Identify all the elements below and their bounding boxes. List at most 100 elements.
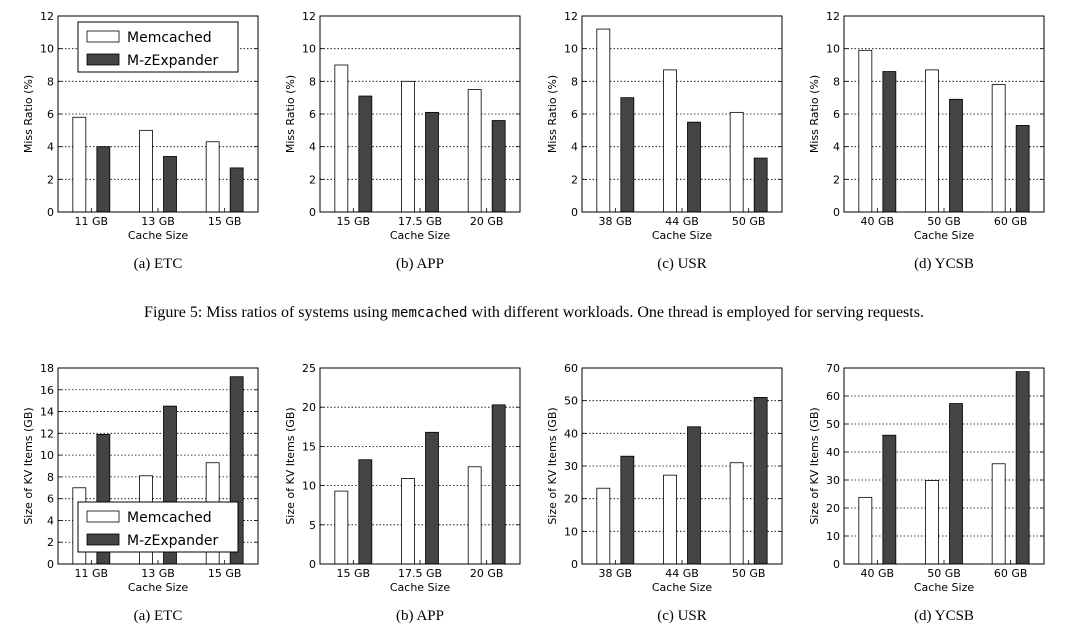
x-tick-label: 11 GB bbox=[75, 567, 109, 580]
x-tick-label: 38 GB bbox=[599, 215, 633, 228]
x-tick-label: 40 GB bbox=[861, 215, 895, 228]
y-axis-label: Size of KV Items (GB) bbox=[284, 407, 297, 524]
bar-memcached bbox=[858, 49, 873, 213]
bar-memcached bbox=[925, 69, 939, 213]
y-tick-label: 40 bbox=[564, 427, 578, 440]
x-tick-label: 15 GB bbox=[208, 567, 242, 580]
y-tick-label: 6 bbox=[309, 108, 316, 121]
legend-swatch-m-zexpander bbox=[86, 53, 120, 66]
bar-memcached bbox=[663, 69, 677, 213]
y-tick-label: 12 bbox=[302, 10, 316, 23]
y-tick-label: 0 bbox=[309, 558, 316, 571]
y-tick-label: 8 bbox=[309, 75, 316, 88]
bar-m-zexpander bbox=[687, 121, 701, 213]
y-tick-label: 2 bbox=[47, 173, 54, 186]
caption-suffix: with different workloads. One thread is … bbox=[467, 304, 923, 321]
y-tick-label: 10 bbox=[564, 43, 578, 56]
y-axis-label: Size of KV Items (GB) bbox=[546, 407, 559, 524]
chart-bottom-3: 0 10 20 30 40 50 60 38 GB 44 GB 50 GB Cache Size Si… bbox=[546, 362, 783, 624]
y-tick-label: 15 bbox=[302, 440, 316, 453]
x-axis-label: Cache Size bbox=[128, 229, 189, 242]
bar-m-zexpander bbox=[229, 167, 244, 213]
bar-m-zexpander bbox=[358, 95, 373, 213]
subcaption: (d) YCSB bbox=[914, 256, 974, 272]
bar-memcached bbox=[139, 129, 153, 213]
y-axis-label: Miss Ratio (%) bbox=[808, 75, 821, 153]
chart-top-4: 0 2 4 6 8 10 12 40 GB 50 GB 60 GB Cache Size Miss R… bbox=[808, 10, 1045, 272]
y-tick-label: 60 bbox=[564, 362, 578, 375]
x-tick-label: 15 GB bbox=[337, 215, 371, 228]
bar-memcached bbox=[72, 116, 87, 213]
y-tick-label: 30 bbox=[826, 474, 840, 487]
y-tick-label: 6 bbox=[571, 108, 578, 121]
y-tick-label: 4 bbox=[309, 141, 316, 154]
bar-m-zexpander bbox=[949, 98, 963, 213]
y-tick-label: 30 bbox=[564, 460, 578, 473]
y-tick-label: 10 bbox=[302, 43, 316, 56]
x-tick-label: 17.5 GB bbox=[398, 215, 442, 228]
plot-frame bbox=[57, 15, 259, 213]
x-tick-label: 60 GB bbox=[994, 567, 1028, 580]
legend-label: M-zExpander bbox=[127, 53, 218, 69]
bar-memcached bbox=[401, 80, 415, 213]
bar-m-zexpander bbox=[491, 120, 506, 213]
bar-memcached bbox=[858, 496, 873, 565]
x-tick-label: 50 GB bbox=[927, 567, 961, 580]
y-tick-label: 6 bbox=[833, 108, 840, 121]
legend-label: Memcached bbox=[127, 510, 212, 526]
legend: Memcached M-zExpander bbox=[77, 21, 239, 73]
x-axis-label: Cache Size bbox=[128, 581, 189, 594]
y-tick-label: 0 bbox=[309, 206, 316, 219]
x-axis-label: Cache Size bbox=[914, 581, 975, 594]
bar-memcached bbox=[729, 111, 744, 213]
x-axis-label: Cache Size bbox=[652, 581, 713, 594]
y-tick-label: 8 bbox=[571, 75, 578, 88]
subcaption: (a) ETC bbox=[134, 608, 183, 624]
y-tick-label: 50 bbox=[826, 418, 840, 431]
subcaption: (d) YCSB bbox=[914, 608, 974, 624]
y-tick-label: 5 bbox=[309, 519, 316, 532]
bar-memcached bbox=[467, 466, 482, 565]
bar-memcached bbox=[596, 28, 611, 213]
y-tick-label: 6 bbox=[47, 493, 54, 506]
legend-swatch-memcached bbox=[86, 510, 120, 523]
bar-m-zexpander bbox=[753, 396, 768, 565]
x-tick-label: 15 GB bbox=[208, 215, 242, 228]
x-tick-label: 13 GB bbox=[141, 215, 175, 228]
y-tick-label: 2 bbox=[47, 536, 54, 549]
plot-frame bbox=[319, 367, 521, 565]
y-tick-label: 0 bbox=[47, 206, 54, 219]
plot-frame bbox=[843, 15, 1045, 213]
x-axis-label: Cache Size bbox=[652, 229, 713, 242]
y-axis-label: Miss Ratio (%) bbox=[22, 75, 35, 153]
x-tick-label: 60 GB bbox=[994, 215, 1028, 228]
y-tick-label: 2 bbox=[571, 173, 578, 186]
bar-memcached bbox=[334, 490, 349, 565]
y-tick-label: 25 bbox=[302, 362, 316, 375]
y-tick-label: 4 bbox=[833, 141, 840, 154]
y-tick-label: 50 bbox=[564, 395, 578, 408]
y-tick-label: 0 bbox=[833, 558, 840, 571]
bar-memcached bbox=[991, 84, 1006, 213]
y-tick-label: 60 bbox=[826, 390, 840, 403]
x-tick-label: 15 GB bbox=[337, 567, 371, 580]
x-tick-label: 38 GB bbox=[599, 567, 633, 580]
x-tick-label: 17.5 GB bbox=[398, 567, 442, 580]
bar-m-zexpander bbox=[620, 455, 635, 565]
bar-m-zexpander bbox=[491, 404, 506, 565]
bar-m-zexpander bbox=[425, 111, 439, 213]
y-axis-label: Size of KV Items (GB) bbox=[808, 407, 821, 524]
y-tick-label: 12 bbox=[40, 427, 54, 440]
bar-memcached bbox=[663, 474, 677, 565]
y-tick-label: 4 bbox=[47, 141, 54, 154]
bar-m-zexpander bbox=[1015, 371, 1030, 565]
x-axis-label: Cache Size bbox=[390, 581, 451, 594]
caption-code: memcached bbox=[392, 305, 468, 321]
y-axis-label: Miss Ratio (%) bbox=[546, 75, 559, 153]
x-tick-label: 20 GB bbox=[470, 567, 504, 580]
y-axis-label: Miss Ratio (%) bbox=[284, 75, 297, 153]
y-tick-label: 4 bbox=[47, 514, 54, 527]
y-tick-label: 12 bbox=[40, 10, 54, 23]
y-tick-label: 0 bbox=[47, 558, 54, 571]
